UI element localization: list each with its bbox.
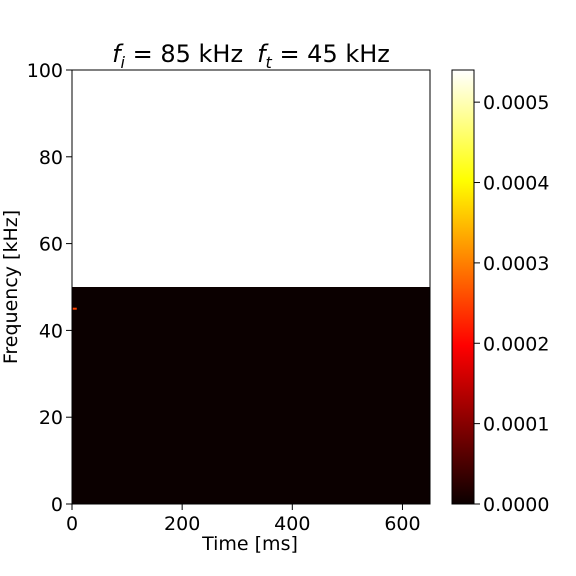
x-tick-label: 600 [384,513,420,535]
y-axis-label: Frequency [kHz] [0,210,22,364]
x-tick-label: 400 [274,513,310,535]
y-tick-label: 100 [27,60,63,82]
x-axis-label: Time [ms] [201,533,298,555]
y-tick-label: 40 [39,320,63,342]
chart-title: fi = 85 kHz ft = 45 kHz [112,40,390,72]
heatmap-peak [72,307,77,310]
colorbar-gradient [451,69,475,505]
y-tick-label: 80 [39,147,63,169]
axes-frame [71,69,431,505]
colorbar-tick-label: 0.0000 [483,494,549,516]
x-tick-label: 200 [164,513,200,535]
colorbar-tick-label: 0.0004 [483,173,549,195]
y-tick-label: 20 [39,407,63,429]
x-tick-label: 0 [66,513,78,535]
colorbar-tick-label: 0.0005 [483,92,549,114]
heatmap-data-region [72,287,430,504]
colorbar-tick-label: 0.0002 [483,333,549,355]
y-tick-label: 0 [51,494,63,516]
plot-area: 0 200 400 600 0 20 40 60 80 100 [27,60,431,535]
y-tick-label: 60 [39,234,63,256]
colorbar-tick-label: 0.0003 [483,253,549,275]
colorbar: 0.0000 0.0001 0.0002 0.0003 0.0004 0.0005 [451,69,549,516]
colorbar-tick-label: 0.0001 [483,414,549,436]
